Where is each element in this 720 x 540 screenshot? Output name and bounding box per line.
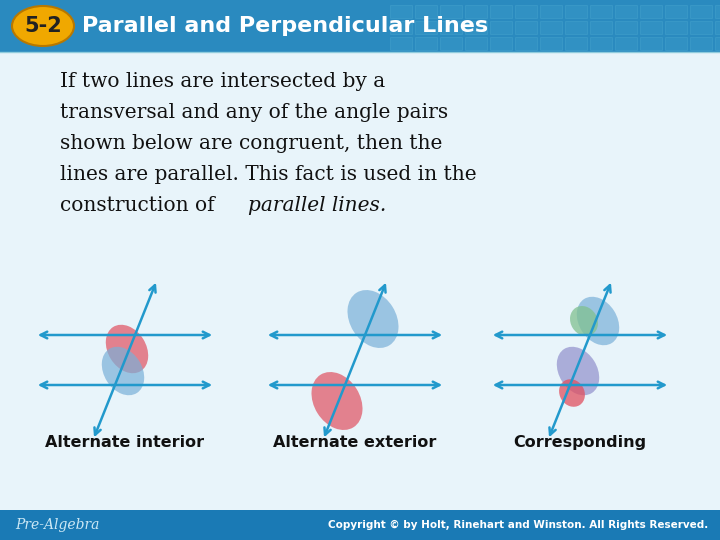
Text: If two lines are intersected by a: If two lines are intersected by a: [60, 72, 385, 91]
Bar: [640, 37, 662, 50]
Bar: [415, 37, 437, 50]
Bar: [440, 37, 462, 50]
Ellipse shape: [12, 6, 74, 46]
Bar: [440, 21, 462, 34]
Bar: [465, 21, 487, 34]
Bar: [690, 21, 712, 34]
Bar: [515, 21, 537, 34]
Ellipse shape: [577, 297, 619, 345]
Bar: [540, 5, 562, 18]
Text: parallel lines.: parallel lines.: [248, 196, 386, 215]
Bar: [490, 21, 512, 34]
Bar: [590, 5, 612, 18]
Bar: [715, 37, 720, 50]
Bar: [565, 37, 587, 50]
Text: Parallel and Perpendicular Lines: Parallel and Perpendicular Lines: [82, 16, 488, 36]
Bar: [415, 5, 437, 18]
Ellipse shape: [557, 347, 599, 395]
Bar: [565, 5, 587, 18]
Ellipse shape: [570, 306, 598, 336]
Bar: [615, 21, 637, 34]
Bar: [640, 21, 662, 34]
Bar: [390, 21, 412, 34]
Text: lines are parallel. This fact is used in the: lines are parallel. This fact is used in…: [60, 165, 477, 184]
Bar: [715, 5, 720, 18]
Bar: [415, 21, 437, 34]
Bar: [390, 5, 412, 18]
Ellipse shape: [102, 347, 144, 395]
Bar: [665, 5, 687, 18]
Bar: [515, 5, 537, 18]
Bar: [690, 5, 712, 18]
Text: Corresponding: Corresponding: [513, 435, 647, 450]
Bar: [615, 5, 637, 18]
Bar: [515, 37, 537, 50]
Bar: [440, 5, 462, 18]
Text: 5-2: 5-2: [24, 16, 62, 36]
Ellipse shape: [559, 379, 585, 407]
Bar: [615, 37, 637, 50]
Ellipse shape: [348, 290, 398, 348]
Text: Copyright © by Holt, Rinehart and Winston. All Rights Reserved.: Copyright © by Holt, Rinehart and Winsto…: [328, 520, 708, 530]
Text: Alternate exterior: Alternate exterior: [274, 435, 437, 450]
Bar: [0, 510, 720, 540]
Bar: [565, 21, 587, 34]
Bar: [490, 5, 512, 18]
Bar: [465, 37, 487, 50]
Bar: [490, 37, 512, 50]
Text: shown below are congruent, then the: shown below are congruent, then the: [60, 134, 442, 153]
Bar: [465, 5, 487, 18]
Text: Pre-Algebra: Pre-Algebra: [15, 518, 99, 532]
Bar: [390, 37, 412, 50]
Bar: [640, 5, 662, 18]
Ellipse shape: [106, 325, 148, 373]
Bar: [665, 37, 687, 50]
Text: construction of: construction of: [60, 196, 221, 215]
Ellipse shape: [312, 372, 362, 430]
Bar: [540, 37, 562, 50]
Bar: [715, 21, 720, 34]
Bar: [590, 37, 612, 50]
Bar: [540, 21, 562, 34]
Bar: [590, 21, 612, 34]
Text: Alternate interior: Alternate interior: [45, 435, 204, 450]
Bar: [665, 21, 687, 34]
Bar: [0, 0, 720, 52]
Text: transversal and any of the angle pairs: transversal and any of the angle pairs: [60, 103, 448, 122]
Bar: [690, 37, 712, 50]
